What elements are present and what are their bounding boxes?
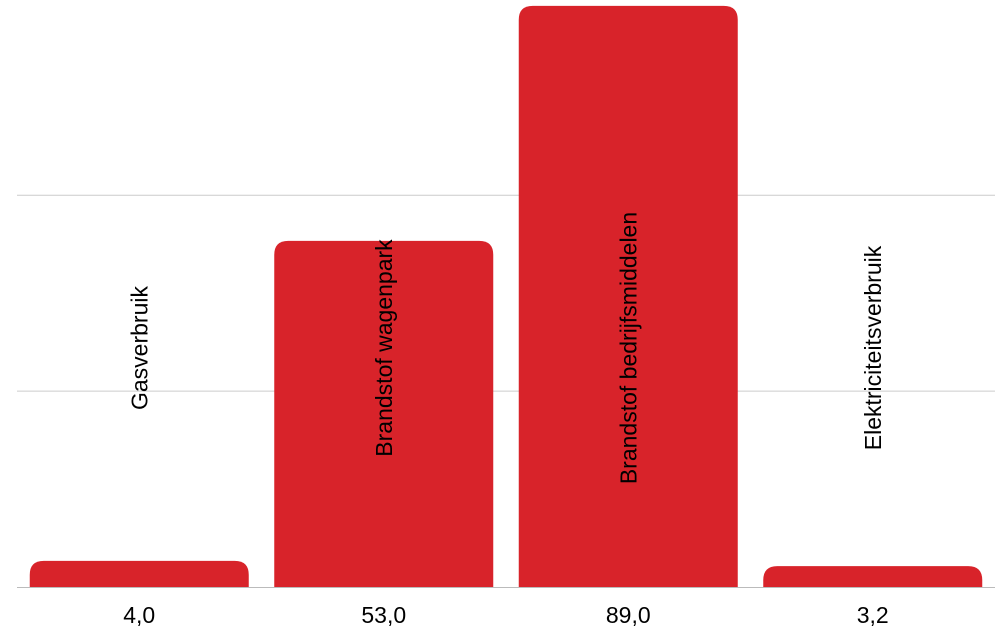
bar-1 [29, 560, 249, 587]
category-label-4: Elektriciteitsverbruik [860, 245, 886, 450]
category-label-3: Brandstof bedrijfsmiddelen [615, 212, 641, 484]
value-label-3: 89,0 [606, 602, 651, 628]
category-labels: Gasverbruik Brandstof wagenpark Brandstof … [126, 212, 886, 484]
category-label-1: Gasverbruik [126, 286, 152, 410]
bar-4 [763, 566, 983, 587]
value-label-2: 53,0 [361, 602, 406, 628]
bars [29, 5, 983, 587]
bar-2 [274, 240, 494, 587]
value-label-1: 4,0 [123, 602, 155, 628]
value-labels: 4,0 53,0 89,0 3,2 [123, 602, 888, 628]
category-label-2: Brandstof wagenpark [371, 239, 397, 457]
gridlines [17, 194, 995, 392]
bar-3 [518, 5, 738, 587]
value-label-4: 3,2 [857, 602, 889, 628]
